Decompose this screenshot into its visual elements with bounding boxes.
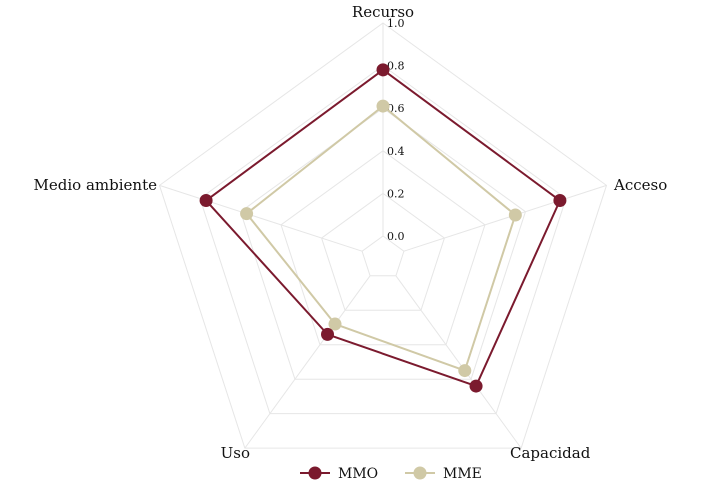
axis-label-1: Acceso <box>613 176 667 194</box>
grid-spoke-2 <box>395 275 522 449</box>
series-layer <box>199 63 567 393</box>
grid-ring-5 <box>158 22 608 449</box>
radial-tick-labels: 0.0 0.2 0.4 0.6 0.8 1.0 <box>387 17 405 243</box>
grid-ring-3 <box>239 107 527 380</box>
grid-spoke-4 <box>159 184 363 252</box>
series-line-MME <box>245 105 517 372</box>
legend: MMO MME <box>300 466 482 482</box>
legend-label-MMO: MMO <box>338 466 378 482</box>
point-MME-0 <box>376 99 390 113</box>
axis-label-4: Medio ambiente <box>34 176 158 194</box>
axis-labels: Recurso Acceso Capacidad Uso Medio ambiente <box>34 3 668 462</box>
radar-grid <box>158 22 608 449</box>
point-MME-2 <box>458 364 472 378</box>
point-MME-3 <box>328 317 342 331</box>
legend-label-MME: MME <box>443 466 482 482</box>
tick-label-1: 0.2 <box>387 187 405 200</box>
tick-label-3: 0.6 <box>387 102 405 115</box>
point-MME-4 <box>240 207 254 221</box>
point-MMO-1 <box>553 194 567 208</box>
series-line-MMO <box>205 68 561 388</box>
point-MMO-0 <box>376 63 390 77</box>
axis-label-0: Recurso <box>352 3 414 21</box>
axis-label-2: Capacidad <box>510 444 591 462</box>
axis-label-3: Uso <box>221 444 250 462</box>
tick-label-2: 0.4 <box>387 145 405 158</box>
tick-label-5: 1.0 <box>387 17 405 30</box>
grid-ring-1 <box>320 192 446 311</box>
point-MMO-2 <box>469 379 483 393</box>
tick-label-0: 0.0 <box>387 230 405 243</box>
point-MMO-4 <box>199 194 213 208</box>
legend-marker-MME <box>413 466 427 480</box>
grid-ring-4 <box>199 64 567 415</box>
point-MMO-3 <box>321 327 335 341</box>
grid-ring-2 <box>280 150 486 346</box>
grid-spoke-1 <box>403 184 607 252</box>
grid-ring-0 <box>361 235 405 277</box>
tick-label-4: 0.8 <box>387 60 405 73</box>
point-MME-1 <box>508 208 522 222</box>
legend-marker-MMO <box>308 466 322 480</box>
grid-spoke-3 <box>244 275 371 449</box>
